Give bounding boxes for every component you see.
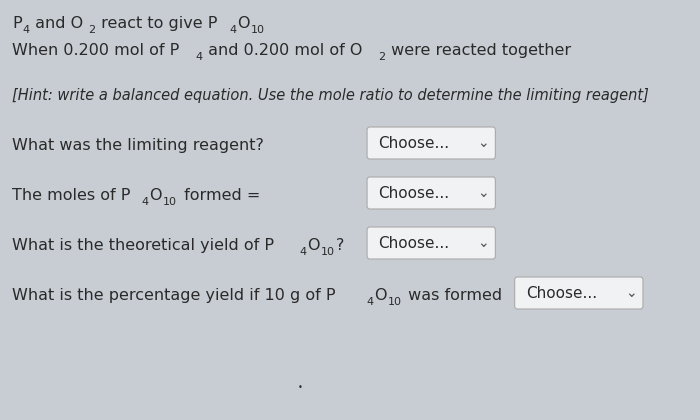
Text: What was the limiting reagent?: What was the limiting reagent? [12,138,264,153]
Text: P: P [12,16,22,31]
Text: 2: 2 [378,52,385,62]
Text: What is the percentage yield if 10 g of P: What is the percentage yield if 10 g of … [12,288,335,303]
Text: was formed: was formed [403,288,503,303]
Text: 10: 10 [163,197,177,207]
Text: •: • [298,383,302,392]
Text: When 0.200 mol of P: When 0.200 mol of P [12,43,179,58]
Text: formed =: formed = [178,188,260,203]
Text: 10: 10 [251,25,265,35]
Text: 4: 4 [230,25,237,35]
Text: 4: 4 [195,52,202,62]
FancyBboxPatch shape [367,227,496,259]
Text: Choose...: Choose... [378,236,449,250]
Text: 4: 4 [22,25,29,35]
Text: 10: 10 [388,297,402,307]
Text: Choose...: Choose... [378,136,449,150]
FancyBboxPatch shape [367,127,496,159]
Text: O: O [374,288,387,303]
Text: Choose...: Choose... [526,286,597,300]
Text: 4: 4 [367,297,374,307]
Text: O: O [307,238,319,253]
Text: react to give P: react to give P [97,16,218,31]
Text: The moles of P: The moles of P [12,188,130,203]
Text: ⌄: ⌄ [625,286,637,300]
Text: were reacted together: were reacted together [386,43,570,58]
Text: 4: 4 [141,197,149,207]
FancyBboxPatch shape [367,177,496,209]
Text: ⌄: ⌄ [477,136,489,150]
Text: Choose...: Choose... [378,186,449,200]
Text: and 0.200 mol of O: and 0.200 mol of O [203,43,363,58]
Text: 4: 4 [299,247,307,257]
Text: and O: and O [30,16,83,31]
Text: [Hint: write a balanced equation. Use the mole ratio to determine the limiting r: [Hint: write a balanced equation. Use th… [12,88,649,103]
Text: ⌄: ⌄ [477,236,489,250]
FancyBboxPatch shape [514,277,643,309]
Text: 2: 2 [88,25,96,35]
Text: ?: ? [336,238,344,253]
Text: What is the theoretical yield of P: What is the theoretical yield of P [12,238,274,253]
Text: 10: 10 [321,247,335,257]
Text: O: O [150,188,162,203]
Text: ⌄: ⌄ [477,186,489,200]
Text: O: O [237,16,250,31]
